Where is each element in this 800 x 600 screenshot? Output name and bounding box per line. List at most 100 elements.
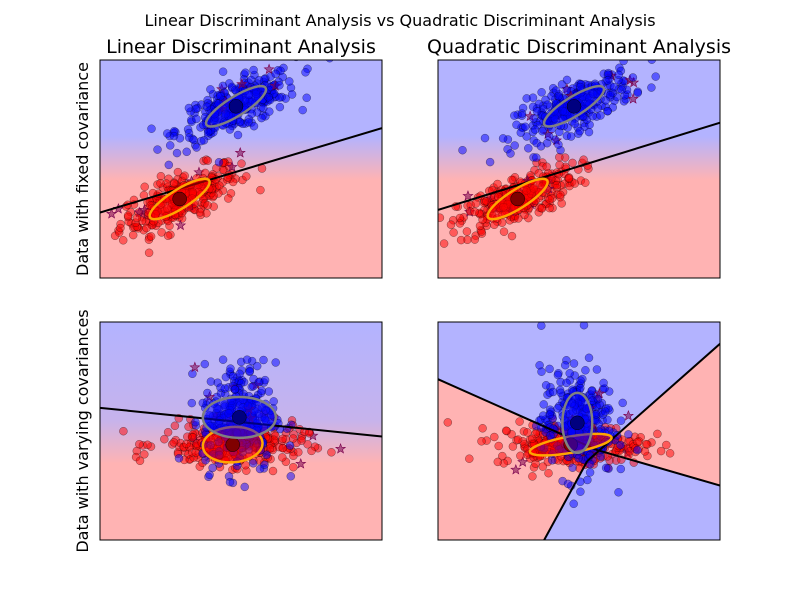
data-point-class-0: [116, 223, 125, 233]
data-point-class-0: [508, 442, 518, 451]
data-point-class-1: [647, 60, 657, 64]
data-point-class-1: [556, 388, 566, 398]
data-point-class-1: [545, 364, 554, 374]
data-point-class-1: [191, 104, 201, 114]
data-point-class-1: [153, 145, 162, 154]
data-point-class-1: [191, 417, 200, 427]
panel-title-lda: Linear Discriminant Analysis: [106, 36, 376, 58]
class-mean-marker-0: [225, 437, 240, 452]
data-point-class-0: [493, 457, 503, 467]
misclassified-point: [334, 443, 347, 454]
data-point-class-0: [494, 441, 503, 451]
data-point-class-1: [619, 60, 628, 66]
misclassified-point: [295, 458, 307, 469]
data-point-class-0: [497, 218, 507, 227]
data-point-class-0: [552, 180, 562, 190]
decision-boundary: [596, 449, 720, 487]
panel-lda-fixed: [99, 59, 383, 279]
data-point-class-0: [568, 158, 577, 168]
data-point-class-0: [656, 446, 666, 456]
data-point-class-1: [516, 128, 526, 137]
data-point-class-1: [601, 463, 611, 473]
data-point-class-0: [163, 427, 173, 437]
data-point-class-0: [278, 443, 288, 453]
data-point-class-0: [439, 239, 449, 248]
data-point-class-0: [170, 421, 180, 431]
data-point-class-0: [477, 437, 486, 446]
data-point-class-0: [507, 231, 517, 241]
data-point-class-1: [203, 128, 213, 137]
panel-marks: [100, 60, 382, 258]
data-point-class-1: [231, 85, 240, 95]
data-point-class-1: [298, 105, 307, 115]
data-point-class-0: [128, 230, 138, 240]
data-point-class-1: [575, 126, 585, 136]
misclassified-point: [263, 63, 275, 75]
data-point-class-1: [196, 136, 206, 146]
misclassified-point: [226, 161, 238, 172]
data-point-class-0: [523, 428, 532, 437]
data-point-class-0: [498, 451, 507, 461]
data-point-class-1: [235, 117, 245, 127]
data-point-class-1: [480, 133, 490, 143]
misclassified-point: [106, 208, 118, 219]
data-point-class-1: [614, 70, 623, 80]
data-point-class-1: [569, 359, 579, 368]
data-point-class-0: [653, 429, 662, 439]
data-point-class-1: [538, 127, 547, 136]
panel-frame: [99, 321, 383, 541]
data-point-class-1: [230, 385, 240, 394]
decision-boundary: [438, 121, 720, 211]
data-point-class-1: [198, 398, 208, 408]
data-point-class-1: [264, 92, 273, 102]
data-point-class-1: [271, 358, 280, 367]
data-point-class-1: [249, 65, 258, 75]
misclassified-point: [236, 78, 248, 89]
data-point-class-1: [485, 157, 495, 167]
class-mean-marker-1: [570, 415, 585, 431]
panel-frame: [437, 59, 721, 279]
data-point-class-1: [537, 322, 546, 330]
data-point-class-1: [609, 82, 619, 92]
data-point-class-1: [532, 153, 541, 162]
data-point-class-1: [260, 460, 269, 469]
decision-boundary: [543, 460, 589, 540]
data-point-class-1: [568, 463, 577, 472]
data-point-class-1: [616, 416, 626, 425]
data-point-class-1: [576, 376, 585, 385]
data-point-class-1: [225, 125, 235, 134]
data-point-class-0: [143, 440, 152, 450]
data-point-class-0: [493, 179, 502, 189]
data-point-class-0: [119, 426, 128, 436]
data-point-class-0: [242, 172, 251, 181]
data-point-class-1: [633, 445, 642, 455]
data-point-class-0: [462, 227, 472, 236]
data-point-class-0: [640, 447, 650, 456]
data-point-class-0: [641, 439, 651, 449]
data-point-class-1: [521, 122, 530, 132]
data-point-class-1: [524, 144, 533, 153]
data-point-class-1: [517, 109, 527, 118]
data-point-class-0: [156, 171, 166, 181]
data-point-class-0: [140, 182, 149, 192]
data-point-class-1: [259, 355, 268, 365]
data-point-class-0: [570, 179, 580, 188]
data-point-class-1: [257, 113, 266, 123]
data-point-class-1: [562, 378, 571, 388]
data-point-class-1: [220, 384, 230, 393]
data-point-class-0: [545, 195, 554, 204]
data-point-class-0: [135, 439, 144, 449]
misclassified-point: [510, 463, 522, 475]
data-point-class-1: [218, 355, 228, 364]
data-point-class-1: [560, 360, 570, 370]
data-point-class-0: [327, 448, 336, 457]
data-point-class-0: [443, 418, 453, 427]
data-point-class-1: [581, 366, 590, 375]
data-point-class-0: [195, 208, 205, 217]
data-point-class-0: [180, 171, 189, 180]
data-point-class-1: [537, 88, 546, 97]
data-point-class-1: [275, 102, 285, 112]
data-point-class-0: [215, 181, 224, 190]
data-point-class-1: [325, 60, 334, 63]
misclassified-point: [462, 190, 474, 201]
